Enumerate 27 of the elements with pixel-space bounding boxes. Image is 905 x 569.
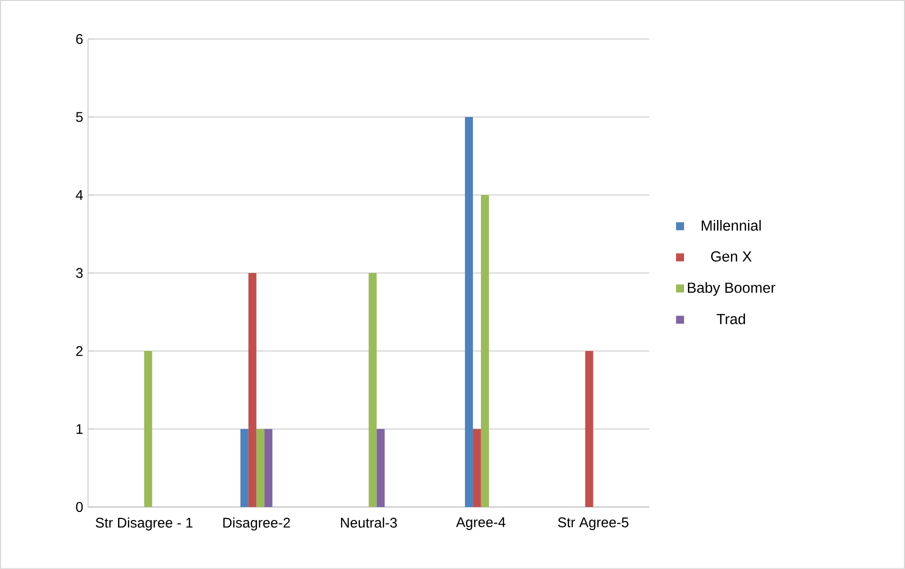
bar <box>264 429 272 507</box>
y-tick-label: 4 <box>76 190 83 200</box>
bar <box>464 117 473 507</box>
y-tick-label: 1 <box>76 424 83 434</box>
bar <box>248 273 256 507</box>
bar <box>480 195 489 507</box>
y-tick-label: 3 <box>76 268 83 278</box>
x-tick-label: Str Agree-5 <box>558 517 628 530</box>
x-tick-label: Neutral-3 <box>341 517 397 528</box>
bar <box>240 429 248 507</box>
legend-label: Baby Boomer <box>688 282 776 296</box>
y-tick-label: 0 <box>76 502 83 512</box>
y-tick-label: 5 <box>76 112 83 122</box>
bar <box>256 429 264 507</box>
legend-label: Millennial <box>702 220 761 231</box>
bar <box>144 351 152 507</box>
y-tick-label: 2 <box>76 346 83 356</box>
bar <box>376 429 385 507</box>
legend-label: Trad <box>716 313 746 324</box>
bar <box>368 273 377 507</box>
x-tick-label: Agree-4 <box>456 517 506 530</box>
bar <box>585 351 594 507</box>
x-tick-label: Str Disagree - 1 <box>96 517 192 530</box>
legend-label: Gen X <box>711 251 752 262</box>
bar <box>472 429 481 507</box>
y-tick-label: 6 <box>76 34 83 44</box>
x-tick-label: Disagree-2 <box>223 517 290 530</box>
